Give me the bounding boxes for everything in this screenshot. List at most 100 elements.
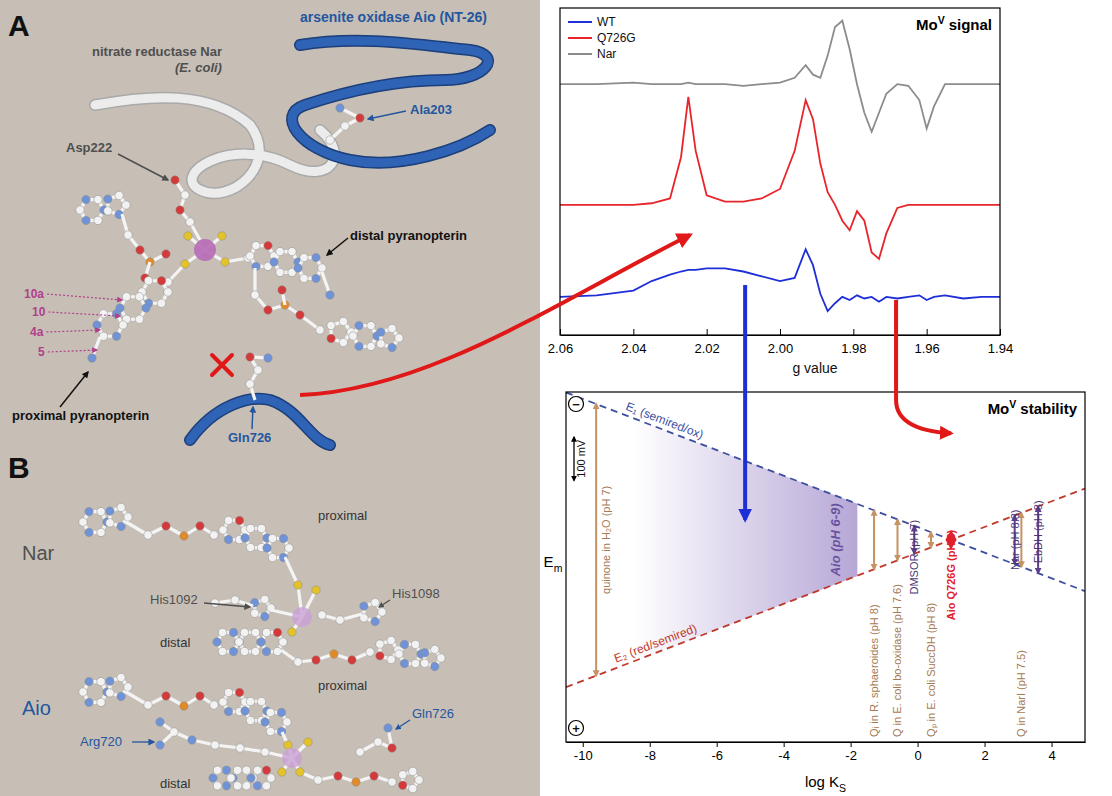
atom (336, 616, 344, 624)
label: His1092 (150, 592, 198, 607)
atom (221, 258, 229, 266)
atom (235, 638, 243, 646)
atom (251, 628, 259, 636)
atom (76, 206, 84, 214)
tick-label: -4 (778, 748, 790, 763)
tick-label: 2.00 (768, 341, 793, 356)
atom (162, 692, 170, 700)
atom (85, 677, 93, 685)
atom (395, 650, 403, 658)
atom (296, 768, 304, 776)
atom (261, 718, 269, 726)
atom (261, 748, 269, 756)
tick-label: -2 (845, 748, 857, 763)
line-label: E₂ (red/semired) (612, 621, 699, 665)
atom (266, 727, 274, 735)
atom (285, 544, 293, 552)
label: distal (160, 776, 190, 791)
tick-label: 2.06 (548, 341, 573, 356)
atom (222, 782, 230, 790)
atom (144, 277, 152, 285)
range-label: Q in NarI (pH 7.5) (1015, 650, 1027, 737)
bond (330, 108, 360, 140)
axis-title-part: E (544, 553, 554, 570)
atom (277, 708, 285, 716)
atom (240, 628, 248, 636)
atom (106, 689, 114, 697)
atom (235, 688, 243, 696)
x-axis: 2.062.042.022.001.981.961.94 (548, 329, 1013, 356)
atom (135, 315, 143, 323)
tick-label: 1.98 (841, 341, 866, 356)
tick-mark (985, 742, 986, 747)
atom (99, 310, 107, 318)
atom (253, 782, 261, 790)
atom (266, 708, 274, 716)
chart-title-part: Mo (916, 16, 938, 33)
tick-mark (1000, 329, 1001, 335)
atom (376, 640, 384, 648)
atom (241, 534, 249, 542)
range-label: DMSOR (pH 7) (908, 520, 920, 595)
label: distal (160, 635, 190, 650)
atom (264, 241, 272, 249)
atom (421, 649, 429, 657)
bond (160, 722, 292, 758)
atom (334, 772, 342, 780)
atom (327, 334, 335, 342)
epr-chart: 2.062.042.022.001.981.961.94g valueMoVsi… (548, 8, 1013, 376)
axis-line (561, 335, 1001, 336)
atom (242, 766, 250, 774)
atom (288, 247, 296, 255)
atom (288, 628, 296, 636)
atom (164, 288, 172, 296)
atom (387, 636, 395, 644)
scale-bar-label: 100 mV (575, 439, 587, 478)
atom (318, 611, 326, 619)
legend-label: Q726G (597, 31, 636, 45)
atom (115, 191, 123, 199)
atom (349, 332, 357, 340)
atom (242, 782, 250, 790)
label: (E. coli) (175, 60, 222, 75)
pointer (396, 720, 410, 729)
atom (246, 524, 254, 532)
tick-label: 0 (914, 748, 921, 763)
atom (312, 274, 320, 282)
atom (122, 201, 130, 209)
range-arrow (896, 519, 898, 560)
atom (336, 104, 344, 112)
atom (312, 586, 320, 594)
label: 4a (30, 325, 44, 339)
range-label: Q in E. coli bo-oxidase (pH 7.6) (891, 584, 903, 737)
tick: 4 (1048, 742, 1055, 763)
atom (257, 638, 265, 646)
atom (261, 612, 269, 620)
atom (268, 553, 276, 561)
pointer (46, 330, 100, 332)
atom (283, 718, 291, 726)
tick: -4 (778, 742, 790, 763)
pointer (379, 600, 390, 607)
panel-letter: B (8, 451, 30, 484)
atom (219, 526, 227, 534)
tick-label: 1.96 (915, 341, 940, 356)
atom (252, 241, 260, 249)
atom (399, 771, 407, 779)
label: proximal (318, 508, 367, 523)
atom (431, 662, 439, 670)
atom (314, 776, 322, 784)
atom (388, 744, 396, 752)
tick-label: 2 (981, 748, 988, 763)
panel-letter: A (8, 9, 30, 42)
tick: 2 (981, 742, 988, 763)
chart-title: MoVstability (988, 398, 1078, 417)
atom (378, 608, 386, 616)
atom (85, 698, 93, 706)
tick-mark (927, 329, 928, 335)
bond (126, 692, 214, 706)
atom (88, 354, 96, 362)
atom (400, 659, 408, 667)
atom (213, 766, 221, 774)
chart-title-part: signal (949, 16, 992, 33)
